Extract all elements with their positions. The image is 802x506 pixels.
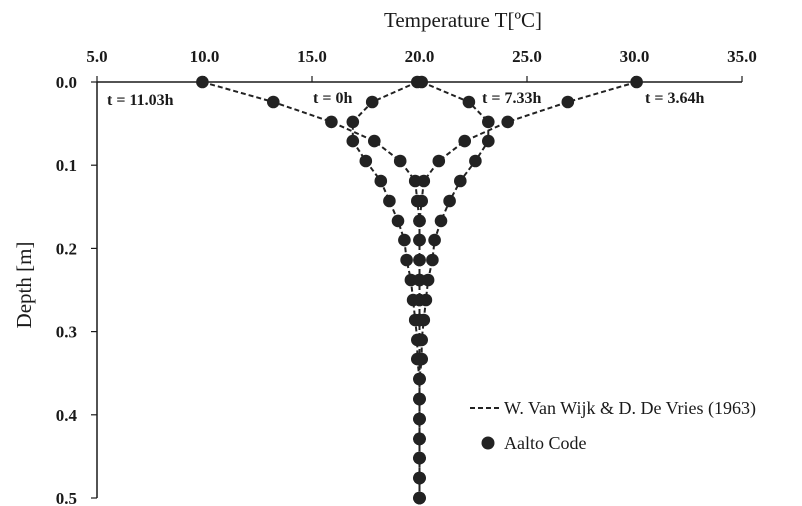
data-point (482, 115, 495, 129)
x-tick-label: 5.0 (86, 47, 107, 66)
data-point (454, 174, 467, 188)
data-point (561, 95, 575, 109)
data-point (413, 372, 426, 386)
data-point (630, 75, 643, 89)
legend: W. Van Wijk & D. De Vries (1963) Aalto C… (470, 398, 756, 453)
data-point (393, 154, 407, 168)
curve-line-2 (418, 81, 490, 498)
data-point (359, 154, 373, 168)
data-point (413, 214, 426, 228)
series-layer (196, 75, 643, 505)
data-point (415, 75, 429, 89)
data-point (413, 432, 426, 446)
data-point (413, 233, 426, 247)
y-tick-label: 0.4 (56, 406, 78, 425)
data-point (374, 174, 388, 188)
x-tick-label: 15.0 (297, 47, 327, 66)
data-point (443, 194, 456, 208)
data-point (383, 194, 396, 208)
x-tick-label: 25.0 (512, 47, 542, 66)
curve-label: t = 7.33h (482, 90, 541, 107)
axes: 5.0 10.0 15.0 20.0 25.0 30.0 35.0 0.0 0.1 0.2 0.3 0… (56, 47, 757, 506)
legend-marker-label: Aalto Code (504, 433, 587, 453)
data-point (400, 253, 413, 267)
data-point (413, 392, 426, 406)
data-point (325, 115, 338, 129)
data-point (426, 253, 439, 267)
legend-line-label: W. Van Wijk & D. De Vries (1963) (504, 398, 756, 419)
data-point (391, 214, 405, 228)
curve-labels: t = 0h t = 3.64h t = 7.33h t = 11.03h (107, 90, 704, 109)
data-point (482, 134, 495, 148)
data-point (501, 115, 514, 129)
data-point (428, 233, 441, 247)
data-point (413, 333, 426, 347)
curve-line-0 (351, 81, 421, 498)
data-point (462, 95, 476, 109)
x-tick-label: 30.0 (620, 47, 650, 66)
data-point (413, 491, 426, 505)
data-point (413, 273, 426, 287)
data-point (413, 253, 426, 267)
data-point (267, 95, 280, 109)
data-point (432, 154, 446, 168)
data-point (413, 412, 426, 426)
data-point (413, 313, 426, 327)
data-point (196, 75, 209, 89)
data-point (408, 174, 422, 188)
x-tick-label: 10.0 (190, 47, 220, 66)
curve-label: t = 3.64h (645, 90, 704, 107)
y-axis-title: Depth [m] (12, 242, 36, 329)
curve-label: t = 11.03h (107, 92, 174, 109)
data-point (413, 352, 426, 366)
data-point (411, 194, 424, 208)
y-tick-label: 0.1 (56, 156, 77, 175)
x-axis-title: Temperature T[ºC] (384, 8, 542, 32)
legend-marker-swatch (481, 436, 495, 450)
y-tick-label: 0.0 (56, 73, 77, 92)
data-point (413, 293, 426, 307)
x-tick-label: 35.0 (727, 47, 757, 66)
curve-label: t = 0h (313, 90, 352, 107)
data-point (346, 134, 360, 148)
data-point (413, 451, 426, 465)
data-point (365, 95, 379, 109)
data-point (368, 134, 381, 148)
data-point (458, 134, 472, 148)
data-point (434, 214, 448, 228)
data-point (346, 115, 360, 129)
y-tick-label: 0.3 (56, 323, 77, 342)
x-tick-label: 20.0 (405, 47, 435, 66)
curve-line-3 (202, 81, 421, 498)
y-tick-label: 0.2 (56, 239, 77, 258)
y-tick-label: 0.5 (56, 489, 77, 506)
data-point (398, 233, 411, 247)
data-point (469, 154, 482, 168)
data-point (413, 471, 426, 485)
